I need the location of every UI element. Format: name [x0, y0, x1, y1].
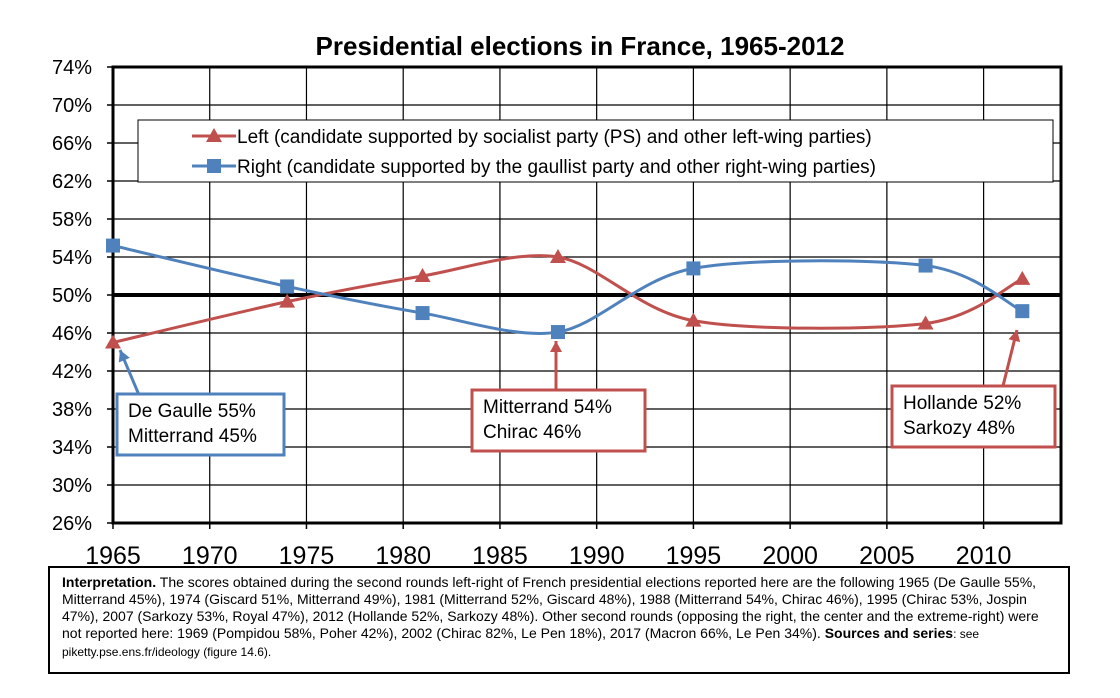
y-tick-label: 74%: [52, 57, 92, 79]
y-tick-label: 50%: [52, 285, 92, 307]
ann-1988-label: Mitterrand 54%: [483, 397, 612, 418]
ann-1965-box: [115, 392, 286, 457]
x-tick-label: 1995: [666, 542, 722, 566]
ann-1965-label: Mitterrand 45%: [128, 426, 257, 447]
ann-1988-arrowhead: [550, 341, 562, 352]
series-layer: [105, 238, 1031, 349]
ann-2012-label: Sarkozy 48%: [903, 418, 1015, 439]
y-tick-label: 26%: [52, 513, 92, 535]
data-point-right: [106, 238, 120, 253]
y-tick-label: 34%: [52, 437, 92, 459]
y-tick-label: 30%: [52, 475, 92, 497]
y-tick-label: 70%: [52, 95, 92, 117]
y-tick-label: 38%: [52, 399, 92, 421]
data-point-right: [686, 261, 701, 276]
ann-2012-label: Hollande 52%: [903, 393, 1021, 414]
ann-1988-label: Chirac 46%: [483, 422, 581, 443]
ann-1988-box: [470, 388, 647, 453]
data-point-right: [550, 325, 565, 340]
data-point-left: [1014, 270, 1031, 285]
legend-marker-left: [206, 128, 222, 142]
y-tick-label: 62%: [52, 171, 92, 193]
sources-label: Sources and series: [824, 625, 954, 641]
legend-label-right: Right (candidate supported by the gaulli…: [237, 157, 876, 178]
x-tick-label: 1970: [182, 542, 238, 566]
y-tick-label: 42%: [52, 361, 92, 383]
legend: Left (candidate supported by socialist p…: [137, 119, 1054, 183]
note-text: The scores obtained during the second ro…: [62, 574, 1039, 641]
ann-2012-arrowhead: [1008, 330, 1021, 343]
x-tick-label: 2010: [956, 542, 1012, 566]
x-tick-label: 1985: [472, 542, 528, 566]
x-tick-label: 1990: [569, 542, 625, 566]
data-point-left: [105, 334, 121, 349]
chart-title: Presidential elections in France, 1965-2…: [316, 31, 845, 61]
y-tick-label: 46%: [52, 323, 92, 345]
x-tick-label: 1975: [279, 542, 335, 566]
axes: 74% 70% 66% 62% 58% 54% 50% 46% 42% 38% 34% 30% 26% 1…: [52, 57, 1063, 566]
x-tick-label: 1980: [375, 542, 431, 566]
data-point-right: [280, 279, 295, 294]
data-point-right: [1015, 304, 1030, 319]
interpretation-note: Interpretation. The scores obtained duri…: [48, 566, 1070, 674]
legend-marker-right: [207, 159, 221, 173]
legend-box: [137, 119, 1054, 183]
data-point-right: [415, 306, 430, 321]
data-point-left: [685, 312, 702, 327]
x-tick-label: 1965: [85, 542, 141, 566]
y-tick-label: 66%: [52, 133, 92, 155]
sources-text: : see piketty.pse.ens.fr/ideology (figur…: [62, 627, 980, 659]
x-tick-label: 2000: [762, 542, 818, 566]
ann-1965-label: De Gaulle 55%: [128, 401, 256, 422]
ann-2012-box: [890, 384, 1057, 449]
data-point-left: [917, 315, 934, 330]
data-point-left: [279, 293, 296, 308]
ann-1965-arrowhead: [118, 350, 130, 363]
y-tick-label: 58%: [52, 209, 92, 231]
legend-label-left: Left (candidate supported by socialist p…: [237, 127, 872, 148]
chart: Presidential elections in France, 1965-2…: [52, 31, 1063, 566]
x-tick-label: 2005: [859, 542, 915, 566]
data-point-left: [549, 249, 566, 263]
note-label: Interpretation.: [62, 574, 157, 590]
annotations: De Gaulle 55% Mitterrand 45% Mitterrand 54…: [115, 329, 1057, 457]
data-point-right: [918, 258, 933, 273]
y-tick-label: 54%: [52, 247, 92, 269]
data-point-left: [414, 268, 431, 282]
